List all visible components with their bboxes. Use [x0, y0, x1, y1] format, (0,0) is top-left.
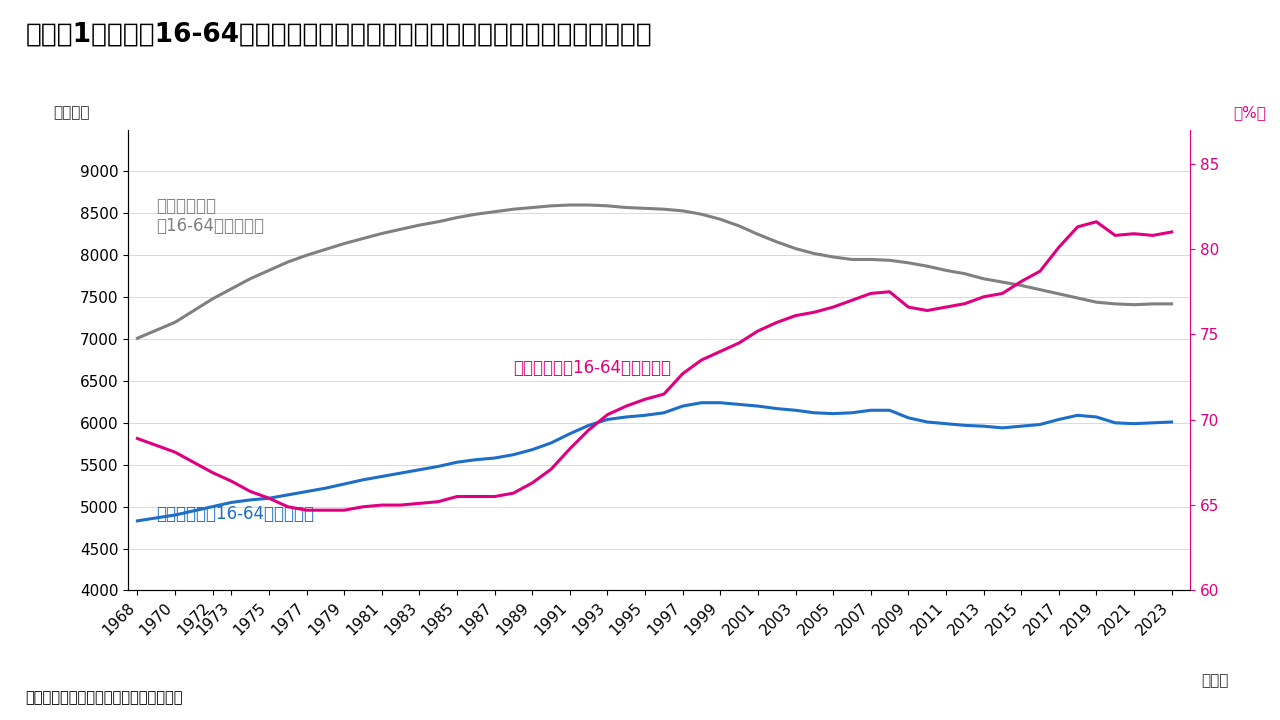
Text: （出所）厚生労働省よりインベスコ作成: （出所）厚生労働省よりインベスコ作成 — [26, 690, 183, 706]
Text: （%）: （%） — [1233, 105, 1266, 120]
Text: 生産年齢人口
（16-64歳）、左軸: 生産年齢人口 （16-64歳）、左軸 — [156, 197, 264, 235]
Text: （万人）: （万人） — [54, 105, 90, 120]
Text: （年）: （年） — [1201, 673, 1229, 688]
Text: 労働力人口（16-64歳）、左軸: 労働力人口（16-64歳）、左軸 — [156, 505, 314, 523]
Text: （図表1）日本：16-64歳の年齢グループにおける人口と労働力人口、労働参加率: （図表1）日本：16-64歳の年齢グループにおける人口と労働力人口、労働参加率 — [26, 22, 653, 48]
Text: 労働参加率（16-64歳）、右軸: 労働参加率（16-64歳）、右軸 — [513, 359, 672, 377]
